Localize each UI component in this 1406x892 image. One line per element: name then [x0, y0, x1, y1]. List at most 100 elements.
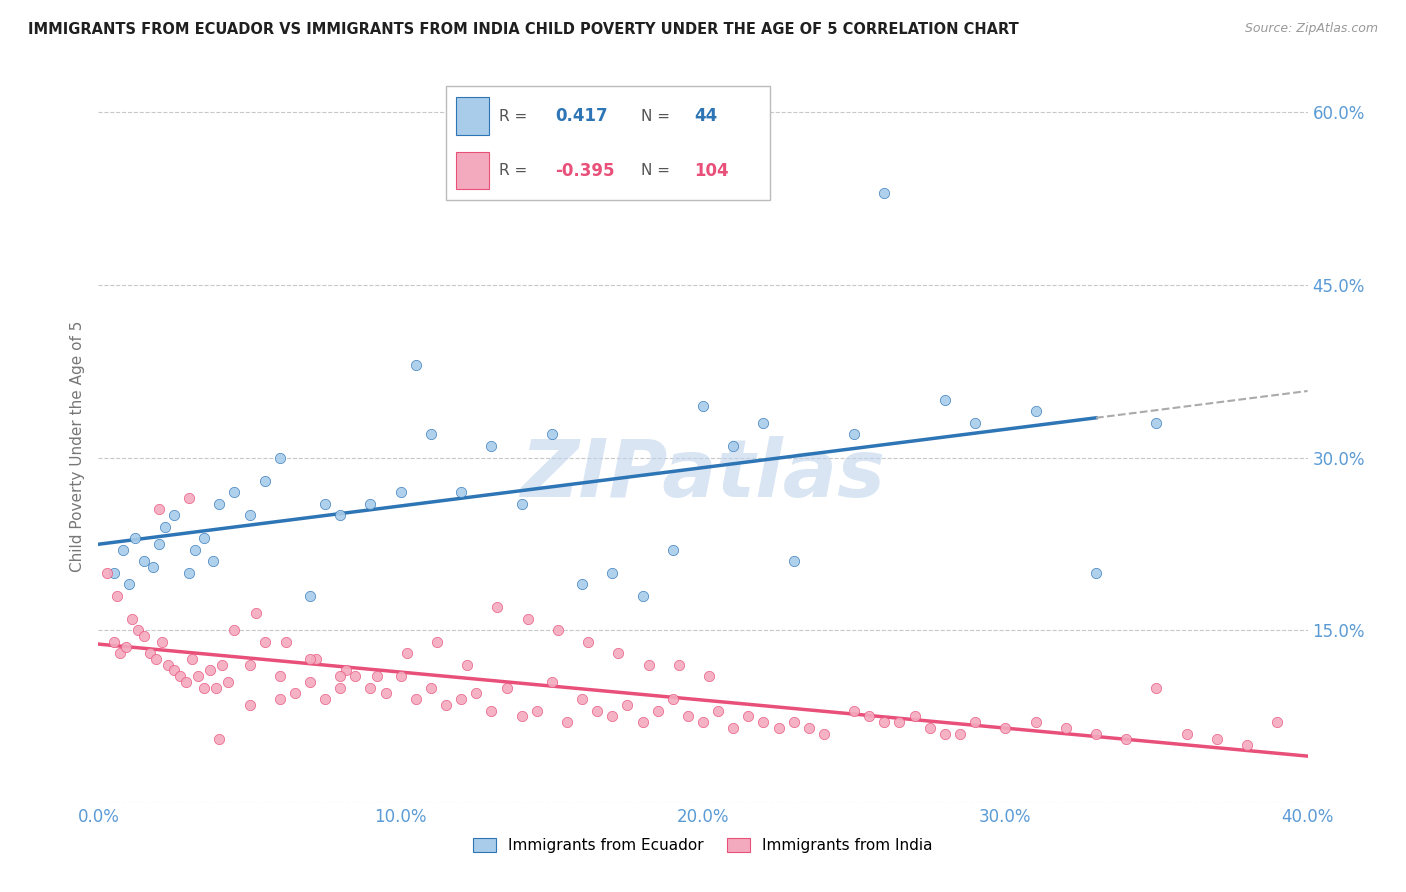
- Point: [1024, 404, 1046, 418]
- Point: [360, 497, 382, 511]
- Point: [1267, 715, 1289, 730]
- Point: [904, 709, 927, 723]
- Point: [1206, 732, 1229, 747]
- Point: [142, 559, 165, 574]
- Point: [245, 606, 267, 620]
- Point: [239, 698, 262, 712]
- Point: [118, 577, 141, 591]
- Point: [768, 721, 790, 735]
- Point: [1146, 416, 1168, 430]
- Point: [752, 715, 775, 730]
- Point: [965, 715, 987, 730]
- Text: IMMIGRANTS FROM ECUADOR VS IMMIGRANTS FROM INDIA CHILD POVERTY UNDER THE AGE OF : IMMIGRANTS FROM ECUADOR VS IMMIGRANTS FR…: [28, 22, 1019, 37]
- Point: [647, 704, 669, 718]
- Text: N =: N =: [641, 163, 671, 178]
- Point: [193, 681, 215, 695]
- Point: [616, 698, 638, 712]
- Text: 44: 44: [695, 107, 717, 125]
- Point: [314, 692, 336, 706]
- Text: 0.417: 0.417: [555, 107, 607, 125]
- Point: [366, 669, 388, 683]
- Point: [602, 566, 624, 580]
- Point: [586, 704, 609, 718]
- Point: [873, 186, 896, 200]
- Point: [737, 709, 759, 723]
- Point: [631, 715, 654, 730]
- Point: [1146, 681, 1168, 695]
- Point: [335, 664, 357, 678]
- Point: [239, 657, 262, 672]
- Point: [576, 634, 599, 648]
- Point: [1115, 732, 1137, 747]
- Point: [395, 646, 418, 660]
- Point: [858, 709, 880, 723]
- Point: [456, 657, 478, 672]
- Point: [208, 732, 231, 747]
- Point: [127, 623, 149, 637]
- Point: [153, 519, 176, 533]
- Point: [299, 675, 322, 690]
- Point: [420, 427, 443, 442]
- Point: [329, 681, 352, 695]
- Point: [205, 681, 228, 695]
- Point: [873, 715, 896, 730]
- Text: ZIPatlas: ZIPatlas: [520, 435, 886, 514]
- Point: [374, 686, 396, 700]
- Point: [637, 657, 659, 672]
- Point: [269, 669, 291, 683]
- Point: [540, 675, 562, 690]
- Bar: [456, 152, 489, 189]
- Point: [156, 657, 179, 672]
- Point: [360, 681, 382, 695]
- Point: [208, 497, 231, 511]
- Point: [169, 669, 191, 683]
- Point: [179, 566, 201, 580]
- Point: [965, 416, 987, 430]
- Point: [239, 508, 262, 522]
- Point: [132, 629, 155, 643]
- Point: [676, 709, 699, 723]
- Point: [344, 669, 367, 683]
- Point: [450, 485, 472, 500]
- Point: [211, 657, 233, 672]
- Point: [844, 704, 866, 718]
- Point: [108, 646, 131, 660]
- Point: [124, 531, 146, 545]
- Y-axis label: Child Poverty Under the Age of 5: Child Poverty Under the Age of 5: [69, 320, 84, 572]
- Point: [661, 692, 683, 706]
- Point: [284, 686, 307, 700]
- Point: [174, 675, 197, 690]
- Point: [510, 709, 533, 723]
- Point: [329, 669, 352, 683]
- Point: [299, 589, 322, 603]
- Point: [486, 600, 509, 615]
- Point: [723, 721, 745, 735]
- Point: [389, 669, 412, 683]
- Point: [96, 566, 118, 580]
- Point: [181, 652, 204, 666]
- Point: [1236, 738, 1258, 752]
- Point: [132, 554, 155, 568]
- Point: [184, 542, 207, 557]
- Point: [114, 640, 136, 655]
- Point: [692, 715, 714, 730]
- Point: [813, 727, 835, 741]
- Point: [1175, 727, 1198, 741]
- Point: [607, 646, 630, 660]
- Point: [179, 491, 201, 505]
- Point: [547, 623, 569, 637]
- Point: [405, 692, 427, 706]
- Point: [1085, 727, 1108, 741]
- Point: [150, 634, 173, 648]
- Point: [571, 692, 593, 706]
- Point: [495, 681, 517, 695]
- Point: [145, 652, 167, 666]
- Point: [571, 577, 593, 591]
- Point: [148, 537, 170, 551]
- Point: [934, 392, 956, 407]
- Point: [668, 657, 690, 672]
- Point: [1054, 721, 1077, 735]
- Point: [697, 669, 720, 683]
- Point: [1024, 715, 1046, 730]
- Point: [692, 399, 714, 413]
